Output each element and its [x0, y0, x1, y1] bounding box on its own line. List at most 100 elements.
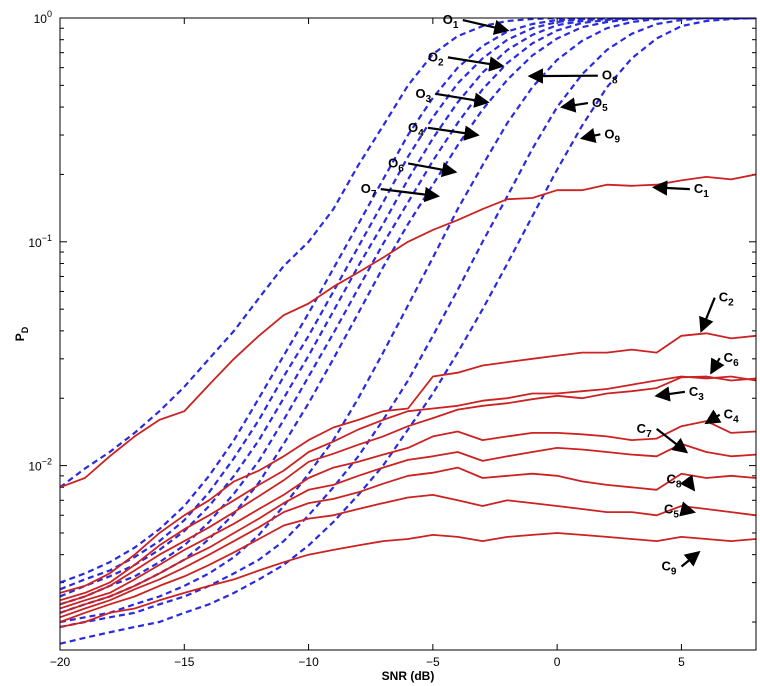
series-line-c9 — [60, 532, 756, 628]
annotation-sub: 3 — [426, 94, 432, 105]
y-tick-exponent: 0 — [47, 9, 52, 19]
y-axis-label-sub: D — [20, 326, 30, 333]
annotation-label-o6: O6 — [388, 155, 404, 174]
annotation-sub: 7 — [646, 429, 652, 440]
annotation-label-c6: C6 — [724, 350, 739, 369]
plot-frame — [59, 17, 757, 651]
annotation-label-c4: C4 — [724, 407, 739, 426]
y-axis-label-main: P — [13, 333, 27, 341]
y-axis-label: PD — [13, 326, 30, 341]
annotation-sub: 1 — [703, 189, 709, 200]
annotation-arrow-c7 — [656, 428, 689, 454]
annotation-main: C — [724, 407, 734, 422]
series-line-c6 — [60, 375, 756, 602]
annotation-main: C — [694, 181, 704, 196]
annotation-sub: 8 — [676, 480, 682, 491]
annotation-arrow-c6 — [710, 357, 725, 375]
annotation-main: O — [388, 155, 398, 170]
x-tick-label: −15 — [174, 655, 195, 669]
y-tick-exponent: −2 — [42, 457, 52, 467]
annotation-label-o3: O3 — [415, 86, 431, 105]
annotation-label-o4: O4 — [408, 120, 424, 139]
series-line-c2 — [60, 332, 756, 594]
series-line-o8 — [60, 18, 756, 624]
x-tick-label: 5 — [678, 655, 685, 669]
x-tick-label: 0 — [554, 655, 561, 669]
annotation-arrow-c9 — [680, 550, 701, 568]
annotation-main: C — [637, 421, 647, 436]
series-line-c8 — [60, 466, 756, 619]
annotation-sub: 5 — [602, 103, 608, 114]
annotation-main: O — [443, 12, 453, 27]
annotation-arrow-o1 — [462, 18, 510, 35]
annotation-sub: 2 — [438, 57, 444, 68]
annotation-label-c8: C8 — [667, 472, 682, 491]
annotation-label-o5: O5 — [592, 95, 608, 114]
x-tick-label: −20 — [50, 655, 71, 669]
series-line-o2 — [60, 18, 756, 584]
annotation-sub: 6 — [733, 358, 739, 369]
annotation-sub: 8 — [612, 76, 618, 87]
annotation-main: O — [361, 181, 371, 196]
annotation-sub: 4 — [733, 415, 739, 426]
series-layer — [60, 18, 756, 645]
y-tick-base: 10 — [34, 12, 48, 26]
annotation-label-o9: O9 — [604, 126, 620, 145]
annotation-main: C — [664, 502, 674, 517]
annotation-main: C — [662, 558, 672, 573]
annotation-sub: 5 — [673, 510, 679, 521]
annotation-main: C — [724, 350, 734, 365]
annotation-label-c9: C9 — [662, 558, 677, 577]
y-tick-label: 100 — [34, 9, 52, 26]
annotation-arrow-c4 — [704, 409, 722, 425]
annotation-sub: 4 — [418, 128, 424, 139]
annotation-main: C — [719, 290, 729, 305]
series-line-o4 — [60, 18, 756, 598]
y-tick-exponent: −1 — [42, 233, 52, 243]
annotation-main: O — [408, 120, 418, 135]
series-line-o5 — [60, 18, 756, 629]
annotation-main: O — [428, 49, 438, 64]
plot-area — [60, 18, 756, 650]
annotation-arrow-o3 — [435, 92, 490, 108]
annotation-label-c5: C5 — [664, 502, 679, 521]
x-tick-label: −5 — [426, 655, 440, 669]
annotation-sub: 7 — [371, 189, 377, 200]
annotation-sub: 9 — [671, 566, 677, 577]
annotation-arrow-o5 — [559, 97, 589, 113]
annotation-label-o7: O7 — [361, 181, 377, 200]
annotation-sub: 3 — [698, 392, 704, 403]
annotation-arrow-o9 — [579, 127, 601, 144]
annotation-label-c2: C2 — [719, 290, 734, 309]
annotation-sub: 9 — [614, 134, 620, 145]
annotation-sub: 2 — [728, 298, 734, 309]
annotation-arrow-o4 — [427, 125, 480, 141]
series-line-c1 — [60, 173, 756, 489]
annotation-arrow-o7 — [380, 186, 441, 203]
annotation-arrow-c8 — [679, 474, 696, 492]
annotation-label-c7: C7 — [637, 421, 652, 440]
series-line-c4 — [60, 420, 756, 610]
annotation-main: O — [604, 126, 614, 141]
annotation-arrow-o2 — [447, 56, 505, 72]
y-tick-label: 10−2 — [28, 457, 52, 474]
series-line-o3 — [60, 18, 756, 591]
y-tick-base: 10 — [28, 460, 42, 474]
series-line-o7 — [60, 18, 756, 614]
annotation-arrow-o6 — [407, 162, 458, 178]
annotation-main: C — [689, 384, 699, 399]
annotation-main: O — [592, 95, 602, 110]
annotation-sub: 6 — [398, 163, 404, 174]
annotation-label-o8: O8 — [602, 68, 618, 87]
annotation-label-c3: C3 — [689, 384, 704, 403]
series-line-c3 — [60, 375, 756, 606]
annotation-main: O — [415, 86, 425, 101]
annotation-main: O — [602, 68, 612, 83]
x-tick-label: −10 — [298, 655, 319, 669]
x-axis-label: SNR (dB) — [382, 669, 435, 683]
annotation-sub: 1 — [453, 20, 459, 31]
y-tick-base: 10 — [28, 236, 42, 250]
